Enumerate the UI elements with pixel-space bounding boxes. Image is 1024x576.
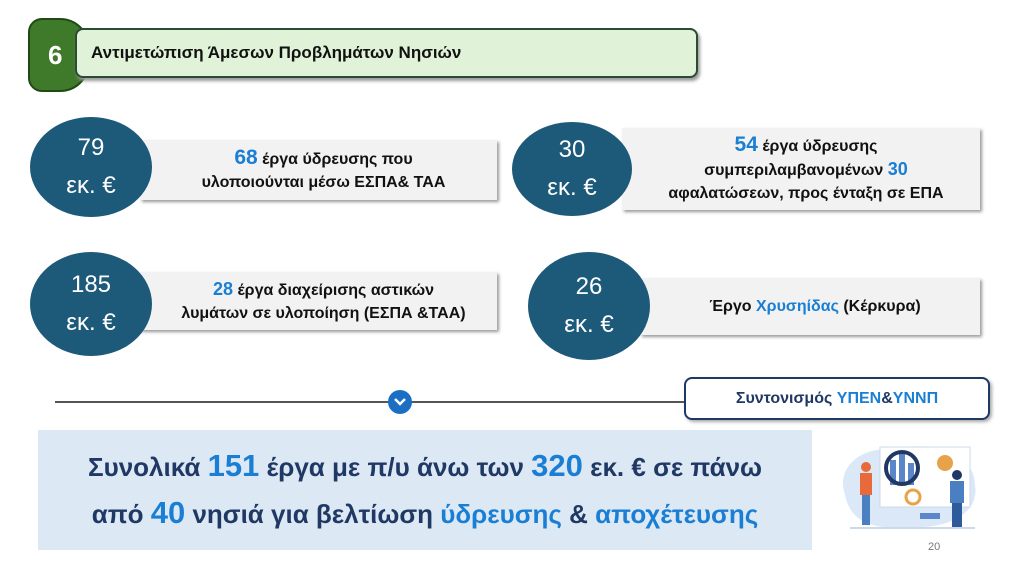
amount: 26 [575, 273, 603, 300]
amount-unit: εκ. € [564, 311, 614, 338]
coordination-box: Συντονισμός ΥΠΕΝ & ΥΝΝΠ [684, 377, 990, 420]
page-number: 20 [928, 541, 941, 553]
data-analysis-illustration [843, 446, 976, 529]
summary-number: 40 [150, 495, 186, 530]
ministry: ΥΠΕΝ [836, 389, 882, 407]
coord-text: & [881, 389, 893, 407]
section-title: Αντιμετώπιση Άμεσων Προβλημάτων Νησιών [91, 43, 462, 62]
count: 68 [234, 146, 258, 169]
count: 54 [734, 133, 758, 156]
project-card: 68 έργα ύδρευσης που υλοποιούνται μέσω ΕΣ… [140, 140, 497, 200]
project-card: 28 έργα διαχείρισης αστικών λυμάτων σε υλ… [140, 272, 497, 330]
project-card: Έργο Χρυσηίδας (Κέρκυρα) [640, 278, 980, 335]
summary-keyword: ύδρευσης [440, 499, 562, 529]
amount-circle: 185 εκ. € [30, 252, 152, 356]
section-title-bar: Αντιμετώπιση Άμεσων Προβλημάτων Νησιών [75, 28, 698, 78]
summary-text: & [561, 499, 596, 529]
card-text: συμπεριλαμβανομένων [704, 162, 888, 179]
amount: 30 [558, 136, 586, 163]
summary-text: έργα με π/υ άνω των [259, 452, 532, 482]
amount-unit: εκ. € [547, 174, 597, 201]
amount-circle: 26 εκ. € [528, 252, 650, 360]
card-text: έργα ύδρευσης [757, 138, 878, 155]
card-text: λυμάτων σε υλοποίηση (ΕΣΠΑ &ΤΑΑ) [181, 304, 466, 322]
summary-text: Συνολικά [87, 452, 208, 482]
project-name: Χρυσηίδας [756, 298, 839, 315]
card-text: έργα διαχείρισης αστικών [233, 281, 434, 299]
card-text: υλοποιούνται μέσω ΕΣΠΑ& ΤΑΑ [201, 174, 446, 191]
summary-text: από [91, 499, 151, 529]
card-text: αφαλατώσεων, προς ένταξη σε ΕΠΑ [668, 185, 944, 202]
coord-text: Συντονισμός [735, 389, 833, 407]
count: 28 [212, 278, 234, 299]
project-card: 54 έργα ύδρευσης συμπεριλαμβανομένων 30 αφ… [622, 128, 980, 210]
summary-text: εκ. € σε πάνω [582, 452, 763, 482]
amount-circle: 79 εκ. € [30, 117, 152, 217]
summary-text: νησιά για βελτίωση [185, 499, 441, 529]
summary-box: Συνολικά 151 έργα με π/υ άνω των 320 εκ.… [38, 430, 812, 550]
amount: 185 [70, 271, 112, 298]
count: 30 [887, 159, 908, 179]
card-text: (Κέρκυρα) [838, 298, 921, 315]
card-text: Έργο [709, 298, 756, 315]
section-number: 6 [48, 39, 63, 70]
amount-unit: εκ. € [66, 172, 116, 199]
chevron-down-icon [388, 390, 412, 414]
summary-number: 151 [207, 448, 260, 483]
divider-line [55, 401, 685, 403]
summary-keyword: αποχέτευσης [595, 499, 759, 529]
card-text: έργα ύδρευσης που [257, 151, 413, 168]
amount-unit: εκ. € [66, 309, 116, 336]
amount-circle: 30 εκ. € [512, 122, 632, 216]
summary-number: 320 [531, 448, 583, 483]
amount: 79 [77, 134, 105, 161]
ministry: ΥΝΝΠ [892, 389, 939, 407]
